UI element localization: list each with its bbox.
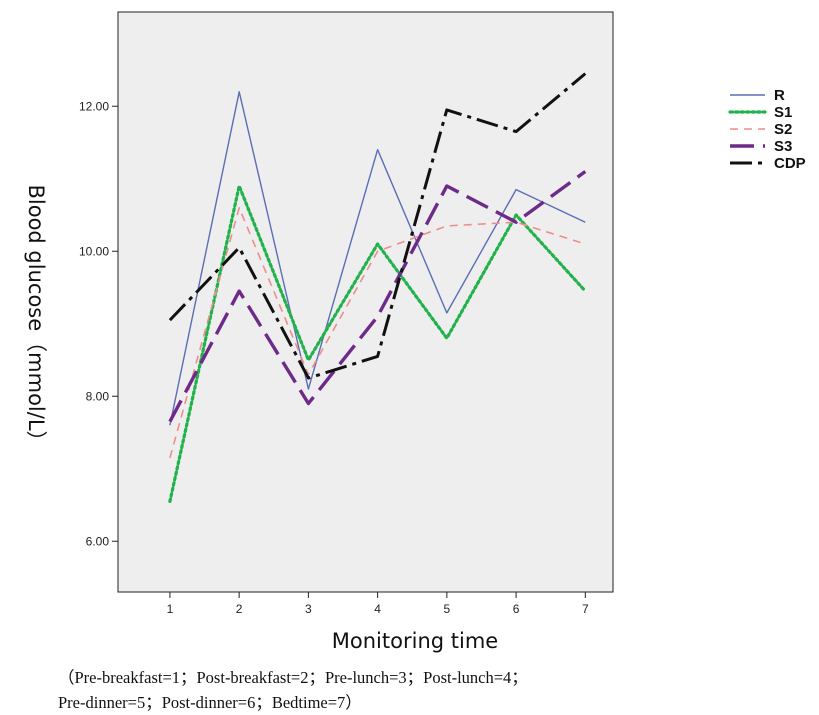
series-line-s2 bbox=[169, 207, 586, 459]
x-tick-label: 3 bbox=[305, 602, 312, 616]
x-tick-label: 7 bbox=[582, 602, 589, 616]
x-axis: 1 2 3 4 5 6 7 bbox=[167, 592, 589, 616]
y-tick-label: 8.00 bbox=[86, 389, 110, 403]
x-tick-label: 6 bbox=[513, 602, 520, 616]
x-tick-label: 5 bbox=[444, 602, 451, 616]
footnote-line-1: （Pre-breakfast=1；Post-breakfast=2；Pre-lu… bbox=[58, 668, 528, 687]
y-tick-label: 10.00 bbox=[79, 244, 109, 258]
x-tick-label: 2 bbox=[236, 602, 243, 616]
plot-area bbox=[117, 11, 614, 593]
x-tick-label: 1 bbox=[167, 602, 174, 616]
x-axis-label: Monitoring time bbox=[332, 629, 498, 653]
y-axis: 6.00 8.00 10.00 12.00 bbox=[79, 99, 118, 548]
y-tick-label: 6.00 bbox=[86, 534, 110, 548]
series-line-cdp bbox=[168, 72, 587, 380]
footnote-line-2: Pre-dinner=5；Post-dinner=6；Bedtime=7） bbox=[58, 693, 362, 712]
series-line-s1 bbox=[168, 184, 587, 503]
y-axis-label: Blood glucose（mmol/L） bbox=[24, 184, 48, 451]
legend-label-s3: S3 bbox=[774, 138, 792, 155]
y-tick-label: 12.00 bbox=[79, 99, 109, 113]
series-layer bbox=[168, 72, 587, 503]
series-line-r bbox=[169, 91, 586, 426]
legend-label-cdp: CDP bbox=[774, 155, 806, 172]
legend-label-s2: S2 bbox=[774, 121, 792, 138]
legend-label-s1: S1 bbox=[774, 104, 792, 121]
series-line-s3 bbox=[168, 170, 587, 423]
x-tick-label: 4 bbox=[374, 602, 381, 616]
legend-label-r: R bbox=[774, 87, 785, 104]
